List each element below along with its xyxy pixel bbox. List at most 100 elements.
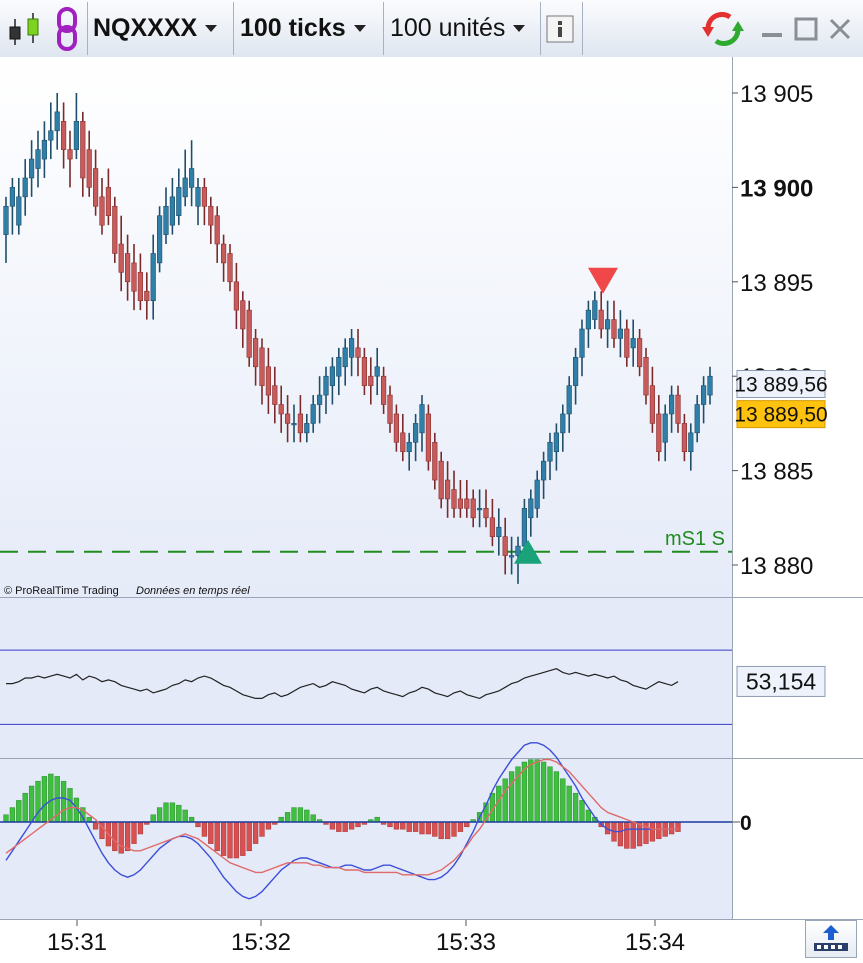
signal-markers bbox=[514, 267, 618, 564]
candle-body bbox=[54, 111, 60, 132]
chart-type-button[interactable] bbox=[4, 0, 46, 57]
close-button[interactable] bbox=[828, 0, 854, 57]
candle-body bbox=[368, 375, 374, 386]
macd-histogram-bar bbox=[560, 778, 566, 823]
macd-histogram-bar bbox=[553, 771, 560, 823]
macd-histogram-bar bbox=[246, 821, 252, 852]
candle-body bbox=[560, 413, 566, 434]
candle-body bbox=[406, 441, 412, 453]
candle-body bbox=[592, 300, 598, 320]
time-axis: 15:31 15:32 15:33 15:34 bbox=[47, 920, 685, 956]
macd-histogram-bar bbox=[393, 821, 400, 830]
macd-histogram-bar bbox=[572, 792, 579, 823]
macd-histogram-bar bbox=[156, 807, 163, 823]
units-selector[interactable]: 100 unités bbox=[390, 0, 538, 57]
macd-histogram-bar bbox=[227, 821, 233, 859]
maximize-button[interactable] bbox=[794, 0, 820, 57]
candle-body bbox=[214, 215, 220, 245]
bar-size-selector[interactable]: 100 ticks bbox=[240, 0, 380, 57]
macd-histogram-bar bbox=[240, 821, 246, 856]
macd-histogram-bar bbox=[310, 814, 316, 823]
macd-histogram-bar bbox=[457, 821, 464, 832]
macd-histogram-bar bbox=[259, 821, 265, 837]
candle-body bbox=[336, 357, 342, 377]
candle-body bbox=[105, 187, 111, 217]
link-button[interactable] bbox=[52, 0, 86, 57]
candle-body bbox=[169, 196, 176, 226]
candle-body bbox=[9, 187, 16, 207]
macd-histogram-bar bbox=[547, 766, 553, 823]
sell-signal-triangle bbox=[588, 267, 618, 294]
candle-body bbox=[617, 328, 623, 339]
maximize-icon bbox=[794, 17, 818, 40]
info-button[interactable] bbox=[546, 0, 578, 57]
candle-body bbox=[272, 385, 278, 405]
minimize-button[interactable] bbox=[760, 0, 786, 57]
candle-body bbox=[323, 375, 329, 396]
candle-body bbox=[604, 319, 611, 330]
candle-body bbox=[540, 460, 547, 481]
candle-body bbox=[668, 394, 675, 415]
oscillator-value-label: 53,154 bbox=[746, 668, 817, 694]
macd-histogram-bar bbox=[624, 821, 630, 849]
candle-body bbox=[35, 149, 41, 169]
scroll-to-end-button[interactable] bbox=[805, 920, 857, 958]
time-tick-label: 15:34 bbox=[625, 929, 685, 956]
macd-histogram-bar bbox=[451, 821, 457, 837]
macd-histogram-bar bbox=[233, 821, 240, 859]
bar-size-label: 100 ticks bbox=[240, 14, 346, 42]
current-price-badge bbox=[736, 400, 826, 429]
macd-histogram-bar bbox=[579, 800, 585, 823]
macd-histogram-bar bbox=[444, 821, 451, 840]
candle-body bbox=[598, 309, 604, 330]
macd-histogram-bar bbox=[28, 785, 35, 823]
candle-body bbox=[656, 413, 662, 453]
candle-body bbox=[547, 441, 553, 462]
macd-histogram-bar bbox=[630, 821, 636, 849]
candle-body bbox=[464, 498, 470, 509]
candle-body bbox=[444, 479, 451, 500]
refresh-arrows-icon bbox=[702, 11, 744, 46]
candle-body bbox=[707, 375, 713, 396]
candlestick-series bbox=[3, 93, 713, 584]
candle-body bbox=[265, 366, 272, 396]
candle-body bbox=[189, 168, 195, 188]
chevron-down-icon bbox=[513, 25, 526, 32]
candle-body bbox=[348, 338, 355, 358]
last-price-label: 13 889,56 bbox=[734, 374, 827, 397]
link-icon bbox=[57, 6, 77, 51]
price-tick-label: 13 885 bbox=[740, 459, 813, 486]
candle-body bbox=[259, 347, 265, 386]
macd-histogram-bar bbox=[432, 821, 438, 837]
macd-histogram-bar bbox=[150, 814, 156, 823]
macd-histogram-bar bbox=[412, 821, 419, 832]
price-tick-label: 13 895 bbox=[740, 270, 813, 297]
oscillator-line bbox=[6, 668, 679, 700]
macd-histogram-bar bbox=[48, 773, 54, 823]
macd-histogram-bar bbox=[400, 821, 406, 830]
candle-body bbox=[572, 357, 579, 386]
macd-histogram-bar bbox=[291, 807, 297, 823]
last-price-badge bbox=[736, 370, 826, 399]
macd-histogram-bar bbox=[131, 821, 137, 844]
oscillator-value-badge bbox=[736, 665, 826, 697]
macd-histogram-bar bbox=[566, 785, 572, 823]
macd-line bbox=[5, 742, 678, 900]
macd-zero-label: 0 bbox=[740, 812, 752, 835]
candle-body bbox=[566, 385, 572, 415]
candle-body bbox=[278, 404, 284, 415]
chart-area[interactable]: © ProRealTime Trading Données en temps r… bbox=[0, 57, 863, 963]
candle-body bbox=[380, 375, 387, 405]
candle-body bbox=[515, 545, 521, 556]
refresh-button[interactable] bbox=[700, 0, 748, 57]
candle-body bbox=[700, 385, 707, 405]
price-tick-label: 13 880 bbox=[740, 553, 813, 580]
candle-body bbox=[412, 423, 419, 443]
candle-body bbox=[125, 253, 131, 283]
candle-body bbox=[662, 413, 668, 443]
support-label: mS1 S bbox=[665, 528, 725, 550]
macd-histogram-bar bbox=[214, 821, 220, 852]
macd-histogram-bar bbox=[252, 821, 259, 844]
symbol-selector[interactable]: NQXXXX bbox=[93, 0, 231, 57]
